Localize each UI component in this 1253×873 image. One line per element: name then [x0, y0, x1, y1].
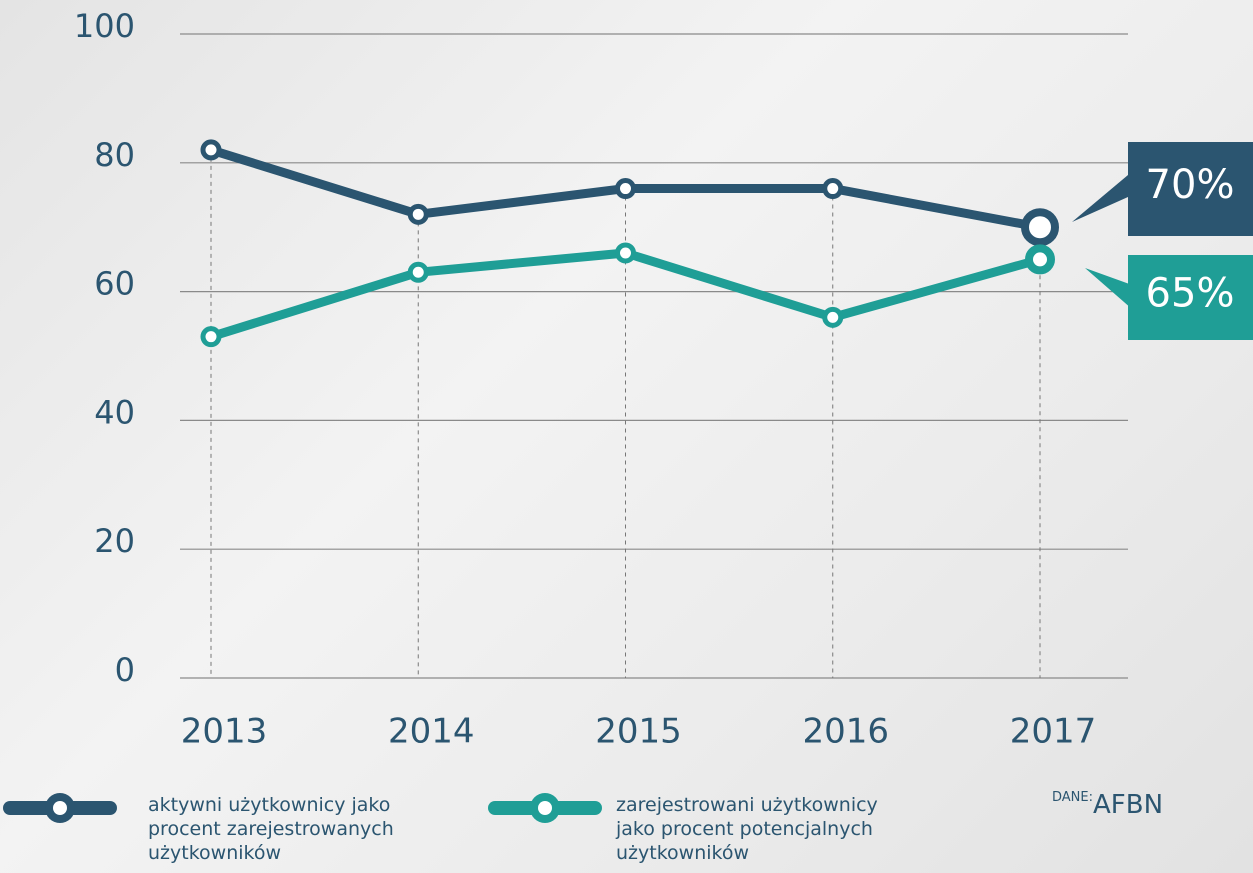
- source-name: AFBN: [1093, 790, 1163, 820]
- source-label: DANE:: [1052, 790, 1093, 805]
- x-tick-label: 2013: [181, 712, 268, 752]
- value-label: 70%: [1146, 162, 1235, 208]
- page: 0 20 40 60 80 100 2013 2014 2015 2016 2017 70% 65% a…: [0, 0, 1253, 873]
- point: [1029, 248, 1051, 270]
- x-tick-label: 2016: [802, 712, 889, 752]
- point: [410, 264, 426, 280]
- point: [1025, 212, 1055, 242]
- point: [203, 329, 219, 345]
- legend-marker: [538, 801, 552, 815]
- point: [825, 181, 841, 197]
- point: [825, 309, 841, 325]
- value-label: 65%: [1146, 271, 1235, 317]
- legend-label: aktywni użytkownicy jako procent zarejes…: [148, 793, 448, 865]
- y-tick-label: 40: [94, 393, 135, 431]
- y-tick-label: 0: [115, 651, 135, 689]
- point: [618, 245, 634, 261]
- y-tick-label: 60: [94, 265, 135, 303]
- source: DANE:AFBN: [1052, 790, 1163, 820]
- point: [203, 142, 219, 158]
- point: [410, 206, 426, 222]
- legend-label: zarejestrowani użytkownicy jako procent …: [616, 793, 916, 865]
- y-tick-label: 80: [94, 136, 135, 174]
- x-tick-label: 2014: [388, 712, 475, 752]
- chart: 0 20 40 60 80 100 2013 2014 2015 2016 2017 70% 65%: [0, 0, 1253, 873]
- y-tick-label: 20: [94, 522, 135, 560]
- x-tick-label: 2017: [1010, 712, 1097, 752]
- x-tick-label: 2015: [595, 712, 682, 752]
- y-tick-label: 100: [74, 7, 135, 45]
- point: [618, 181, 634, 197]
- legend-marker: [53, 801, 67, 815]
